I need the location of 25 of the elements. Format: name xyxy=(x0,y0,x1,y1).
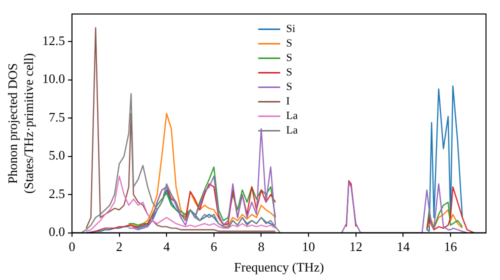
x-tick-label: 4 xyxy=(163,239,170,254)
y-tick-label: 10.0 xyxy=(42,71,65,86)
y-tick-label: 12.5 xyxy=(42,32,65,48)
legend-label: S xyxy=(286,66,292,79)
x-tick-label: 14 xyxy=(396,239,410,254)
y-tick-label: 2.5 xyxy=(48,186,65,201)
legend-label: I xyxy=(286,96,290,108)
legend-label: S xyxy=(286,81,292,94)
x-tick-label: 2 xyxy=(116,239,123,254)
legend-label: La xyxy=(286,110,298,122)
x-tick-label: 6 xyxy=(210,239,218,254)
y-tick-label: 7.5 xyxy=(48,109,65,124)
y-axis-title: Phonon projected DOS (States/THz·primitive cell) xyxy=(5,53,36,194)
x-tick-label: 0 xyxy=(68,239,76,254)
x-tick-label: 8 xyxy=(258,239,264,254)
legend-label: S xyxy=(286,38,292,50)
y-tick-label: 5.0 xyxy=(48,148,65,163)
x-tick-label: 12 xyxy=(349,239,362,254)
x-axis-title: Frequency (THz) xyxy=(234,260,324,275)
legend-label: S xyxy=(286,52,292,64)
x-tick-label: 16 xyxy=(444,239,458,254)
legend-label: Si xyxy=(286,23,296,36)
legend-label: La xyxy=(286,124,298,137)
x-tick-label: 10 xyxy=(302,239,316,254)
y-tick-label: 0.0 xyxy=(48,224,65,240)
